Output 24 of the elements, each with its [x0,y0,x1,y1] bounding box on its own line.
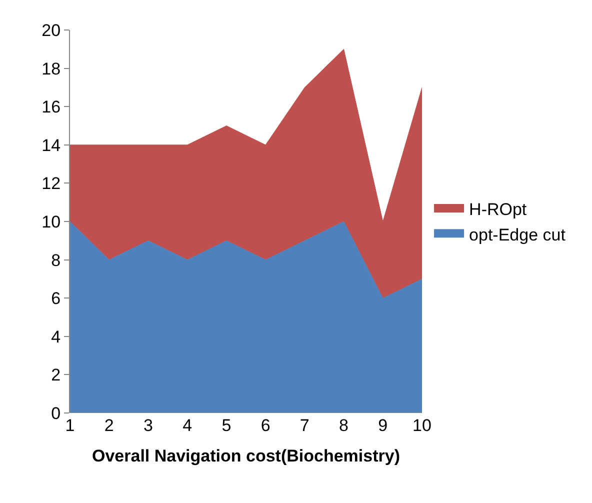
legend-label: opt-Edge cut [469,225,566,244]
y-tick-label: 12 [42,174,61,194]
y-tick-label: 16 [42,98,61,117]
x-tick-label: 6 [260,416,270,435]
x-tick-label: 8 [339,416,349,435]
x-tick-label: 7 [300,416,310,435]
legend-label: H-ROpt [469,200,527,220]
x-axis-title: Overall Navigation cost(Biochemistry) [92,446,400,466]
x-tick-label: 3 [143,416,153,435]
y-tick-label: 14 [42,136,61,155]
x-tick-label: 2 [104,416,114,435]
y-tick-label: 4 [51,327,61,346]
y-tick-label: 20 [42,20,61,40]
y-tick-label: 0 [51,404,61,423]
x-tick-label: 1 [65,416,75,435]
y-tick-label: 8 [51,250,61,270]
y-tick-label: 18 [42,59,61,78]
x-tick-label: 5 [222,416,232,435]
x-tick-label: 10 [412,416,432,435]
x-tick-label: 4 [182,416,192,435]
y-tick-label: 10 [42,212,61,232]
x-tick-label: 9 [378,416,388,435]
y-tick-label: 2 [51,366,61,385]
y-tick-label: 6 [51,289,61,308]
